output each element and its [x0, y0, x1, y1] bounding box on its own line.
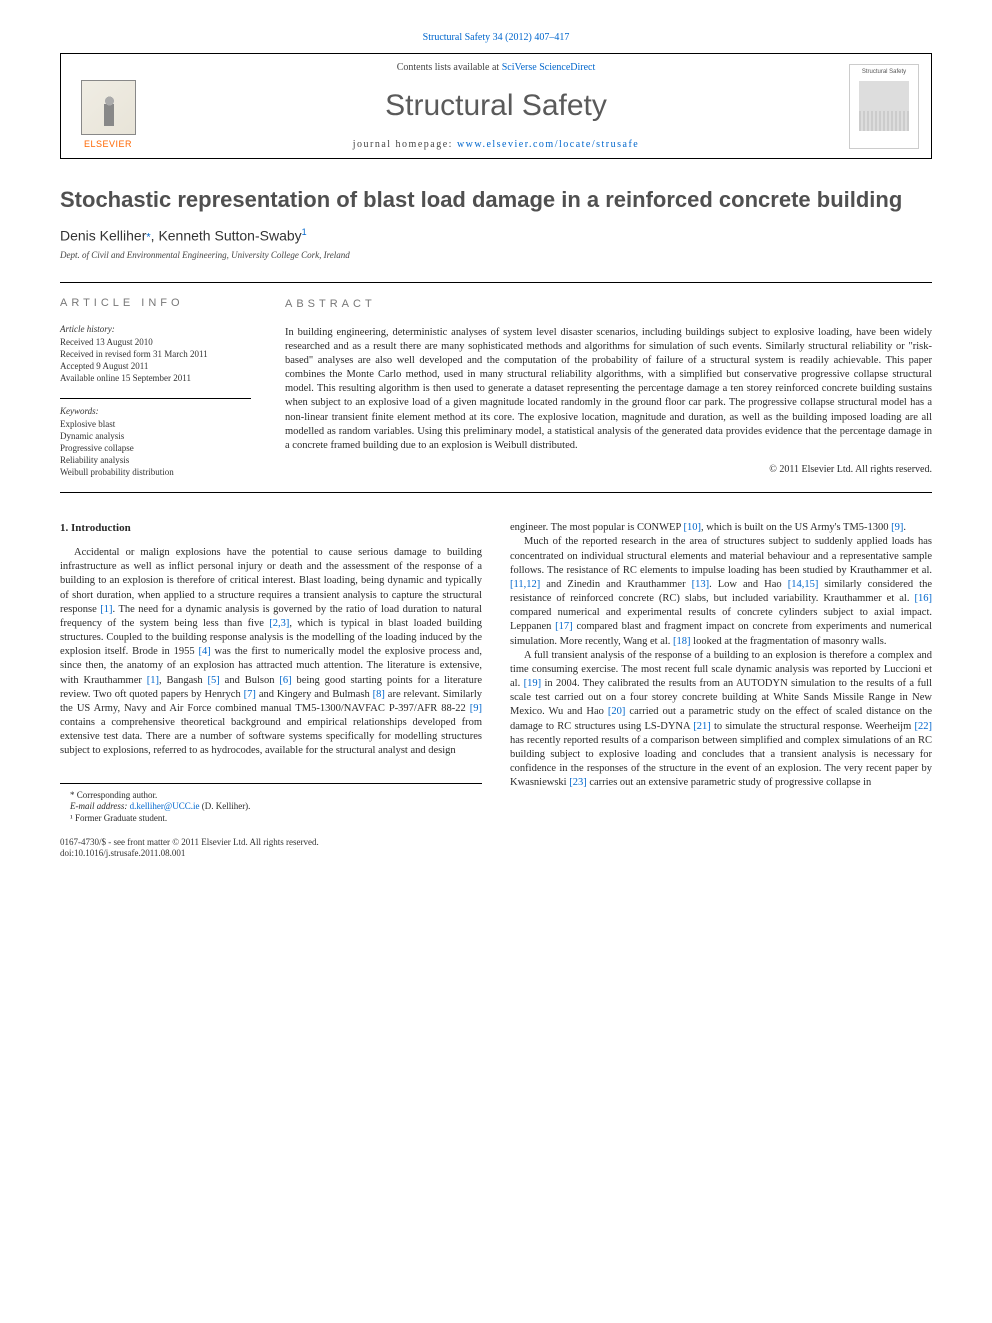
footnote-1: ¹ Former Graduate student. — [60, 813, 482, 825]
citation[interactable]: [8] — [373, 689, 385, 700]
contents-available: Contents lists available at SciVerse Sci… — [143, 62, 849, 73]
citation[interactable]: [1] — [100, 604, 112, 615]
keywords-label: Keywords: — [60, 405, 251, 417]
email-line: E-mail address: d.kelliher@UCC.ie (D. Ke… — [60, 801, 482, 813]
citation[interactable]: [6] — [279, 675, 291, 686]
citation[interactable]: [13] — [692, 579, 710, 590]
journal-title: Structural Safety — [143, 89, 849, 123]
citation[interactable]: [11,12] — [510, 579, 540, 590]
article-info-heading: ARTICLE INFO — [60, 297, 251, 309]
citation[interactable]: [9] — [891, 522, 903, 533]
article-title: Stochastic representation of blast load … — [60, 187, 932, 213]
author-footnote-1: 1 — [302, 227, 307, 237]
date-online: Available online 15 September 2011 — [60, 372, 251, 384]
keyword: Explosive blast — [60, 418, 251, 430]
footer-copyright: 0167-4730/$ - see front matter © 2011 El… — [60, 837, 932, 860]
corresponding-author-note: * Corresponding author. — [60, 790, 482, 802]
front-matter-line: 0167-4730/$ - see front matter © 2011 El… — [60, 837, 932, 849]
body-paragraph: engineer. The most popular is CONWEP [10… — [510, 521, 932, 535]
body-columns: 1. Introduction Accidental or malign exp… — [60, 521, 932, 824]
citation[interactable]: [22] — [915, 721, 933, 732]
body-paragraph: Much of the reported research in the are… — [510, 535, 932, 648]
email-link[interactable]: d.kelliher@UCC.ie — [130, 801, 200, 811]
journal-header: ELSEVIER Contents lists available at Sci… — [60, 53, 932, 159]
citation[interactable]: [19] — [524, 678, 542, 689]
journal-homepage: journal homepage: www.elsevier.com/locat… — [143, 139, 849, 150]
author-2: Kenneth Sutton-Swaby — [158, 228, 301, 244]
keyword: Reliability analysis — [60, 454, 251, 466]
citation[interactable]: [1] — [147, 675, 159, 686]
homepage-prefix: journal homepage: — [353, 139, 457, 150]
date-received: Received 13 August 2010 — [60, 336, 251, 348]
left-column: 1. Introduction Accidental or malign exp… — [60, 521, 482, 824]
keyword: Progressive collapse — [60, 442, 251, 454]
cover-label: Structural Safety — [862, 69, 906, 75]
abstract-copyright: © 2011 Elsevier Ltd. All rights reserved… — [285, 463, 932, 477]
keyword: Dynamic analysis — [60, 430, 251, 442]
citation[interactable]: [23] — [569, 777, 587, 788]
doi-line: doi:10.1016/j.strusafe.2011.08.001 — [60, 848, 932, 860]
article-info-panel: ARTICLE INFO Article history: Received 1… — [60, 283, 265, 493]
citation[interactable]: [2,3] — [269, 618, 289, 629]
abstract-text: In building engineering, deterministic a… — [285, 326, 932, 454]
citation[interactable]: [9] — [470, 703, 482, 714]
right-column: engineer. The most popular is CONWEP [10… — [510, 521, 932, 824]
author-1: Denis Kelliher — [60, 228, 146, 244]
date-accepted: Accepted 9 August 2011 — [60, 360, 251, 372]
citation[interactable]: [20] — [608, 706, 626, 717]
affiliation: Dept. of Civil and Environmental Enginee… — [60, 250, 932, 260]
date-revised: Received in revised form 31 March 2011 — [60, 348, 251, 360]
abstract-panel: ABSTRACT In building engineering, determ… — [265, 283, 932, 493]
elsevier-text: ELSEVIER — [84, 139, 132, 149]
journal-reference: Structural Safety 34 (2012) 407–417 — [60, 32, 932, 43]
citation[interactable]: [21] — [693, 721, 711, 732]
section-1-title: 1. Introduction — [60, 521, 482, 536]
citation[interactable]: [5] — [208, 675, 220, 686]
publisher-logo: ELSEVIER — [73, 64, 143, 149]
body-paragraph: A full transient analysis of the respons… — [510, 649, 932, 791]
contents-prefix: Contents lists available at — [397, 62, 502, 73]
citation[interactable]: [18] — [673, 636, 691, 647]
citation[interactable]: [17] — [555, 621, 573, 632]
body-paragraph: Accidental or malign explosions have the… — [60, 546, 482, 759]
abstract-heading: ABSTRACT — [285, 297, 932, 312]
citation[interactable]: [14,15] — [788, 579, 819, 590]
elsevier-tree-icon — [81, 80, 136, 135]
author-list: Denis Kelliher*, Kenneth Sutton-Swaby1 — [60, 227, 932, 244]
footnotes: * Corresponding author. E-mail address: … — [60, 783, 482, 825]
history-label: Article history: — [60, 323, 251, 335]
citation[interactable]: [7] — [244, 689, 256, 700]
journal-cover: Structural Safety — [849, 64, 919, 149]
journal-ref-link[interactable]: Structural Safety 34 (2012) 407–417 — [423, 32, 570, 43]
homepage-link[interactable]: www.elsevier.com/locate/strusafe — [457, 139, 639, 150]
cover-graphic-icon — [859, 81, 909, 131]
citation[interactable]: [10] — [684, 522, 702, 533]
sciencedirect-link[interactable]: SciVerse ScienceDirect — [502, 62, 596, 73]
citation[interactable]: [16] — [915, 593, 933, 604]
keyword: Weibull probability distribution — [60, 466, 251, 478]
citation[interactable]: [4] — [198, 646, 210, 657]
